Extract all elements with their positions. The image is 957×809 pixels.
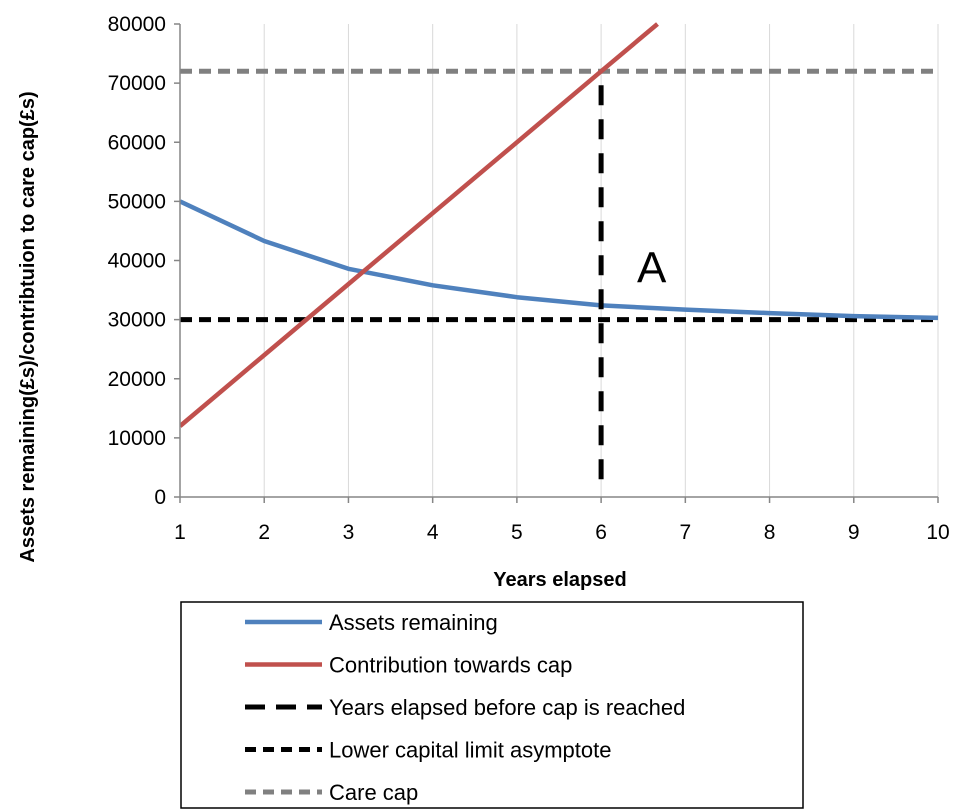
x-tick-label: 9 <box>848 521 860 544</box>
y-tick-label: 80000 <box>108 13 166 36</box>
x-tick-label: 4 <box>427 521 439 544</box>
y-tick-label: 60000 <box>108 131 166 154</box>
y-tick-label: 30000 <box>108 309 166 332</box>
y-tick-label: 40000 <box>108 250 166 273</box>
x-tick-label: 1 <box>174 521 186 544</box>
x-tick-label: 7 <box>679 521 691 544</box>
legend-label: Assets remaining <box>329 610 498 635</box>
series-layer <box>180 22 939 480</box>
x-tick-label: 2 <box>258 521 270 544</box>
y-tick-label: 10000 <box>108 427 166 450</box>
series-line-1 <box>180 22 659 428</box>
x-tick-label: 8 <box>764 521 776 544</box>
y-axis-title: Assets remaining(£s)/contribtuion to car… <box>17 91 39 562</box>
y-tick-label: 50000 <box>108 190 166 213</box>
x-tick-labels: 1 2 3 4 5 6 7 8 9 10 <box>174 521 950 544</box>
series-line-0 <box>180 199 939 321</box>
x-tick-label: 3 <box>343 521 355 544</box>
legend-label: Years elapsed before cap is reached <box>329 695 685 720</box>
axes <box>174 23 939 503</box>
x-tick-label: 5 <box>511 521 523 544</box>
legend: Assets remaining Contribution towards cap… <box>180 601 804 809</box>
legend-label: Lower capital limit asymptote <box>329 738 611 763</box>
x-tick-label: 6 <box>595 521 607 544</box>
x-axis-title: Years elapsed <box>493 569 626 591</box>
x-tick-label: 10 <box>926 521 949 544</box>
y-tick-label: 70000 <box>108 72 166 95</box>
y-tick-label: 0 <box>154 486 166 509</box>
legend-label: Contribution towards cap <box>329 653 572 678</box>
annotation-a: A <box>637 243 667 292</box>
legend-items: Assets remaining Contribution towards cap… <box>245 610 685 805</box>
y-tick-labels: 0 10000 20000 30000 40000 50000 60000 70000 8000… <box>108 13 166 509</box>
y-tick-label: 20000 <box>108 368 166 391</box>
legend-label: Care cap <box>329 780 418 805</box>
